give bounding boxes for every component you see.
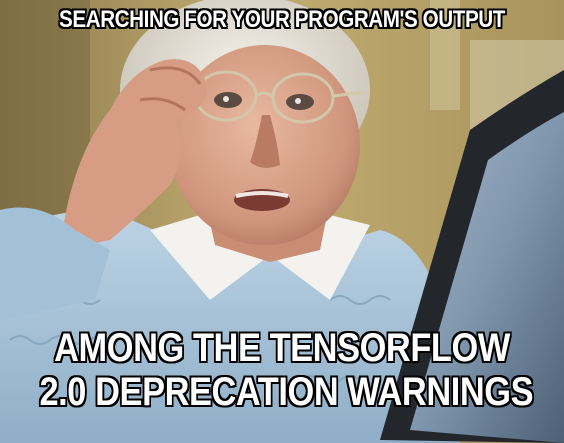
- sleeve-icon: [0, 207, 110, 320]
- background-object: [430, 0, 460, 110]
- top-caption: SEARCHING FOR YOUR PROGRAM'S OUTPUT: [58, 5, 506, 34]
- bottom-caption-line-2: 2.0 DEPRECATION WARNINGS: [39, 369, 534, 415]
- bottom-caption: AMONG THE TENSORFLOW 2.0 DEPRECATION WAR…: [39, 325, 534, 415]
- bottom-caption-line-1: AMONG THE TENSORFLOW: [53, 325, 511, 371]
- nose-icon: [250, 115, 280, 168]
- hand-icon: [60, 59, 207, 250]
- monitor-screen: [410, 112, 564, 443]
